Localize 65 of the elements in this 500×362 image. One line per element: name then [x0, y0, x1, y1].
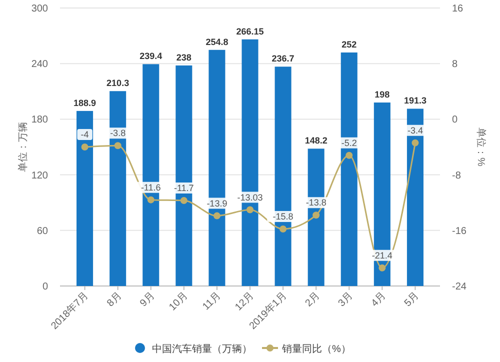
x-tick-label: 5月	[402, 290, 422, 310]
point	[412, 139, 419, 146]
point	[81, 144, 88, 150]
data-label: -11.7	[174, 183, 194, 194]
y-tick-label: 60	[36, 226, 48, 237]
bar	[374, 102, 390, 286]
point	[280, 226, 287, 233]
data-label: 238	[176, 52, 192, 62]
x-tick-label: 10月	[167, 290, 190, 314]
data-label: 266.15	[236, 26, 264, 36]
point	[147, 196, 154, 204]
y2-axis-title: 单位：%	[475, 128, 487, 167]
y2-tick-label: 8	[452, 59, 458, 70]
x-tick-label: 12月	[233, 290, 256, 314]
y-tick-label: 0	[42, 282, 48, 292]
data-label: 254.8	[206, 36, 228, 47]
data-label: -13.8	[306, 198, 326, 208]
y-tick-label: 120	[31, 170, 48, 182]
y2-tick-label: 16	[452, 4, 464, 14]
point	[114, 142, 122, 150]
y-tick-label: 300	[31, 4, 48, 14]
point	[378, 264, 386, 272]
data-label: 236.7	[272, 54, 294, 64]
bar	[406, 108, 424, 286]
bar	[110, 91, 126, 286]
y2-tick-label: -24	[452, 282, 467, 292]
x-tick-label: 8月	[105, 290, 124, 310]
x-tick-label: 4月	[370, 290, 388, 310]
data-label: -13.03	[237, 192, 263, 202]
point	[180, 197, 188, 204]
data-label: -5.2	[341, 138, 357, 148]
data-label: 188.9	[74, 98, 96, 108]
x-tick-label: 3月	[336, 290, 356, 310]
point	[312, 212, 320, 219]
data-label: -15.8	[272, 212, 294, 222]
data-label: 210.3	[106, 78, 130, 88]
y-tick-label: 180	[31, 114, 48, 126]
bar	[340, 52, 358, 286]
bar	[176, 65, 192, 286]
y-axis-title: 单位：万辆	[17, 122, 29, 172]
x-tick-label: 9月	[138, 290, 157, 310]
data-label: 252	[342, 39, 357, 50]
x-tick-label: 11月	[200, 290, 224, 313]
data-label: -21.4	[372, 250, 392, 260]
legend-label: 中国汽车销量（万辆）	[152, 343, 252, 355]
point	[213, 212, 220, 220]
point	[246, 206, 254, 214]
data-label: -3.8	[110, 128, 126, 138]
bar	[76, 110, 94, 286]
data-label: 191.3	[404, 96, 426, 106]
x-tick-label: 2月	[303, 290, 322, 310]
y2-tick-label: -16	[452, 226, 467, 237]
data-label: 198	[374, 90, 390, 100]
y-tick-label: 240	[31, 59, 48, 70]
data-label: -3.4	[407, 125, 423, 136]
y2-tick-label: 0	[452, 114, 458, 126]
data-label: 148.2	[304, 136, 328, 146]
legend-label: 销量同比（%）	[281, 343, 351, 355]
y2-tick-label: -8	[452, 170, 462, 182]
bar	[308, 148, 324, 286]
data-label: -4	[80, 130, 89, 140]
point	[346, 152, 353, 159]
data-label: -13.9	[206, 198, 228, 208]
data-label: -11.6	[140, 182, 161, 192]
data-label: 239.4	[140, 51, 162, 62]
